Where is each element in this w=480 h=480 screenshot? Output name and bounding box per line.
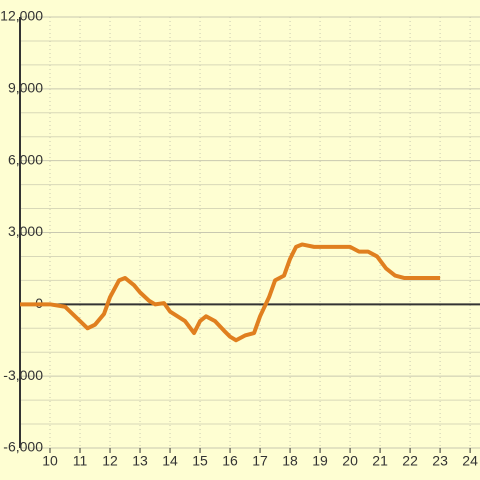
x-tick-label: 12 xyxy=(102,453,118,469)
x-tick-label: 10 xyxy=(42,453,58,469)
x-tick-label: 18 xyxy=(282,453,298,469)
data-line xyxy=(20,242,441,343)
x-tick-label: 21 xyxy=(372,453,388,469)
x-tick-label: 24 xyxy=(462,453,478,469)
x-tick-label: 13 xyxy=(132,453,148,469)
x-tick-label: 14 xyxy=(162,453,178,469)
x-tick-label: 22 xyxy=(402,453,418,469)
x-tick-label: 11 xyxy=(73,453,88,469)
y-tick-label: -3,000 xyxy=(3,367,43,383)
y-tick-label: 12,000 xyxy=(0,8,43,24)
y-tick-label: -6,000 xyxy=(3,439,43,455)
x-tick-label: 16 xyxy=(222,453,238,469)
y-tick-label: 6,000 xyxy=(8,151,43,167)
x-tick-label: 19 xyxy=(312,453,328,469)
x-tick-label: 15 xyxy=(192,453,208,469)
x-tick-label: 17 xyxy=(252,453,268,469)
x-tick-label: 20 xyxy=(342,453,358,469)
y-tick-label: 3,000 xyxy=(8,223,43,239)
x-tick-label: 23 xyxy=(432,453,448,469)
y-tick-label: 9,000 xyxy=(8,80,43,96)
